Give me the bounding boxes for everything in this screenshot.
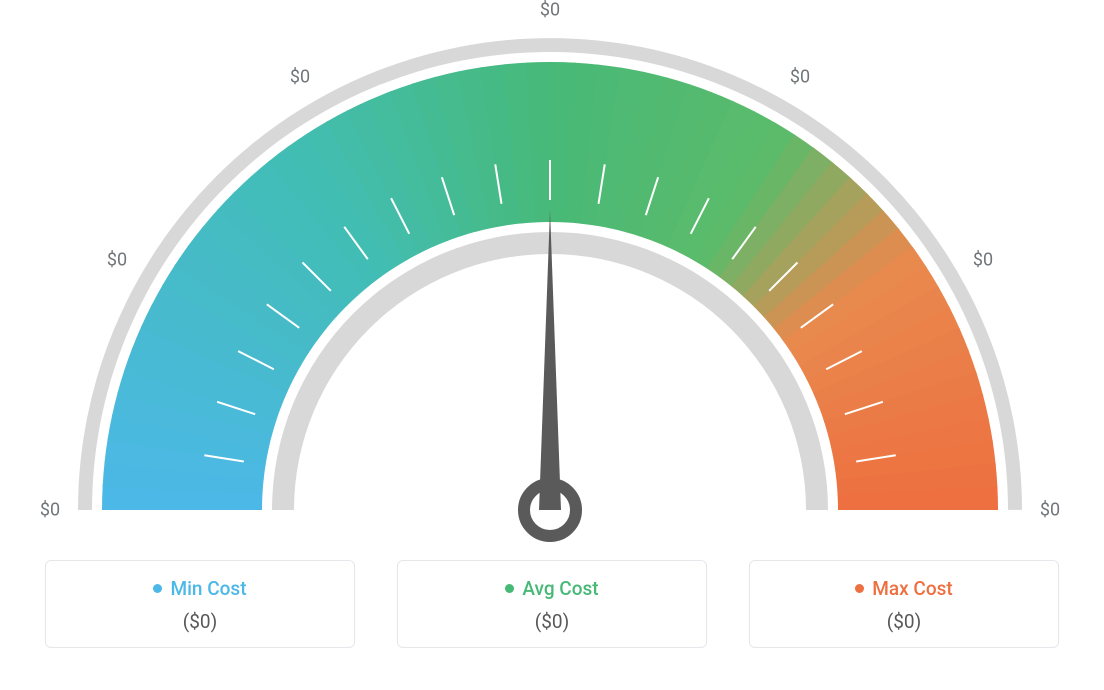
legend-value-min: ($0) — [64, 610, 336, 633]
gauge-area: $0$0$0$0$0$0$0 — [30, 10, 1074, 570]
legend-title-min: Min Cost — [153, 577, 246, 600]
legend-card-avg: Avg Cost ($0) — [397, 560, 707, 648]
gauge-tick-label: $0 — [1040, 500, 1060, 521]
legend-card-max: Max Cost ($0) — [749, 560, 1059, 648]
legend-label-min: Min Cost — [170, 577, 246, 600]
legend-value-max: ($0) — [768, 610, 1040, 633]
legend-value-avg: ($0) — [416, 610, 688, 633]
gauge-tick-label: $0 — [107, 250, 127, 271]
gauge-tick-label: $0 — [290, 66, 310, 87]
legend-title-avg: Avg Cost — [505, 577, 598, 600]
gauge-chart-container: $0 $0 $0 $0 $0 $0 $0 Min Cost ($0) Avg Cost ($… — [0, 0, 1104, 690]
legend-dot-avg — [505, 584, 514, 593]
legend-dot-max — [855, 584, 864, 593]
legend-title-max: Max Cost — [855, 577, 952, 600]
gauge-tick-label: $0 — [790, 66, 810, 87]
gauge-svg — [30, 10, 1074, 570]
legend-label-max: Max Cost — [872, 577, 952, 600]
gauge-tick-label: $0 — [540, 0, 560, 21]
gauge-tick-label: $0 — [40, 500, 60, 521]
legend-dot-min — [153, 584, 162, 593]
legend-card-min: Min Cost ($0) — [45, 560, 355, 648]
gauge-tick-label: $0 — [973, 250, 993, 271]
legend-row: Min Cost ($0) Avg Cost ($0) Max Cost ($0… — [30, 560, 1074, 648]
legend-label-avg: Avg Cost — [522, 577, 598, 600]
